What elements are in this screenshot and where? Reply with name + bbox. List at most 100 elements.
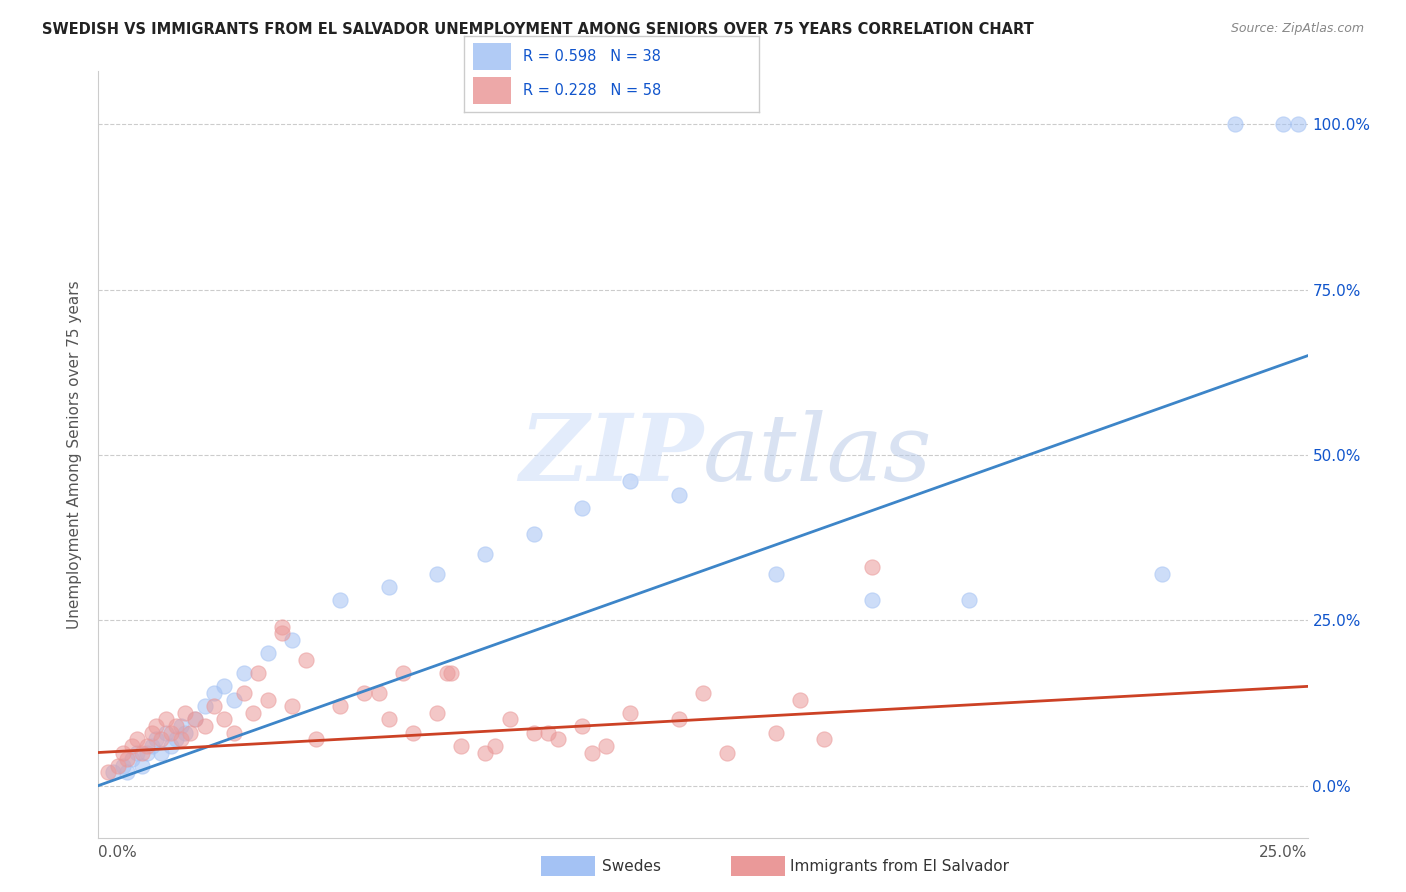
- Point: [131, 746, 153, 760]
- Point: [474, 746, 496, 760]
- Point: [789, 692, 811, 706]
- Point: [860, 593, 883, 607]
- Point: [426, 706, 449, 720]
- Point: [121, 739, 143, 753]
- Point: [194, 699, 217, 714]
- Point: [353, 686, 375, 700]
- Point: [160, 725, 183, 739]
- Point: [426, 566, 449, 581]
- Point: [957, 593, 980, 607]
- Point: [765, 725, 787, 739]
- Point: [232, 666, 254, 681]
- Point: [281, 699, 304, 714]
- Point: [581, 746, 603, 760]
- Point: [716, 746, 738, 760]
- Point: [329, 699, 352, 714]
- Point: [145, 719, 167, 733]
- Point: [537, 725, 560, 739]
- Point: [619, 706, 641, 720]
- Point: [440, 666, 463, 681]
- Point: [232, 686, 254, 700]
- Text: Source: ZipAtlas.com: Source: ZipAtlas.com: [1230, 22, 1364, 36]
- Y-axis label: Unemployment Among Seniors over 75 years: Unemployment Among Seniors over 75 years: [67, 281, 83, 629]
- Point: [222, 692, 245, 706]
- Point: [1223, 117, 1246, 131]
- Point: [271, 620, 294, 634]
- Point: [131, 758, 153, 772]
- Point: [155, 713, 177, 727]
- Text: 25.0%: 25.0%: [1260, 845, 1308, 860]
- Point: [450, 739, 472, 753]
- Point: [1272, 117, 1295, 131]
- Point: [169, 719, 191, 733]
- Point: [141, 725, 163, 739]
- Point: [194, 719, 217, 733]
- Point: [242, 706, 264, 720]
- Point: [204, 699, 226, 714]
- Text: SWEDISH VS IMMIGRANTS FROM EL SALVADOR UNEMPLOYMENT AMONG SENIORS OVER 75 YEARS : SWEDISH VS IMMIGRANTS FROM EL SALVADOR U…: [42, 22, 1033, 37]
- Point: [860, 560, 883, 574]
- Point: [595, 739, 617, 753]
- Point: [160, 739, 183, 753]
- Point: [127, 732, 149, 747]
- Point: [150, 732, 173, 747]
- Point: [184, 713, 207, 727]
- Point: [135, 739, 157, 753]
- Point: [174, 725, 197, 739]
- Point: [281, 633, 304, 648]
- Point: [329, 593, 352, 607]
- Point: [97, 765, 120, 780]
- Point: [377, 580, 399, 594]
- Point: [256, 646, 278, 660]
- Point: [184, 713, 207, 727]
- Point: [127, 746, 149, 760]
- Point: [305, 732, 328, 747]
- Point: [222, 725, 245, 739]
- Point: [165, 732, 187, 747]
- Point: [101, 765, 124, 780]
- Point: [179, 725, 201, 739]
- Point: [523, 725, 546, 739]
- Text: 0.0%: 0.0%: [98, 845, 138, 860]
- Bar: [472, 43, 512, 70]
- Point: [692, 686, 714, 700]
- Point: [145, 732, 167, 747]
- Point: [402, 725, 425, 739]
- Point: [368, 686, 391, 700]
- Point: [111, 758, 134, 772]
- Point: [155, 725, 177, 739]
- Point: [1286, 117, 1309, 131]
- Bar: [472, 77, 512, 104]
- Point: [141, 739, 163, 753]
- Point: [619, 475, 641, 489]
- Text: Swedes: Swedes: [602, 859, 661, 873]
- Point: [135, 746, 157, 760]
- Point: [174, 706, 197, 720]
- Point: [523, 527, 546, 541]
- Point: [668, 487, 690, 501]
- Point: [295, 653, 318, 667]
- Point: [165, 719, 187, 733]
- Point: [571, 719, 593, 733]
- Text: atlas: atlas: [703, 410, 932, 500]
- Point: [377, 713, 399, 727]
- Point: [392, 666, 415, 681]
- Point: [212, 713, 235, 727]
- Text: R = 0.228   N = 58: R = 0.228 N = 58: [523, 83, 661, 98]
- Point: [107, 758, 129, 772]
- Point: [111, 746, 134, 760]
- Point: [547, 732, 569, 747]
- Point: [474, 547, 496, 561]
- Point: [484, 739, 506, 753]
- Point: [271, 626, 294, 640]
- Point: [121, 752, 143, 766]
- Point: [1152, 566, 1174, 581]
- Point: [571, 500, 593, 515]
- Point: [436, 666, 458, 681]
- Point: [150, 746, 173, 760]
- Point: [256, 692, 278, 706]
- Point: [765, 566, 787, 581]
- Text: ZIP: ZIP: [519, 410, 703, 500]
- Point: [117, 765, 139, 780]
- Point: [204, 686, 226, 700]
